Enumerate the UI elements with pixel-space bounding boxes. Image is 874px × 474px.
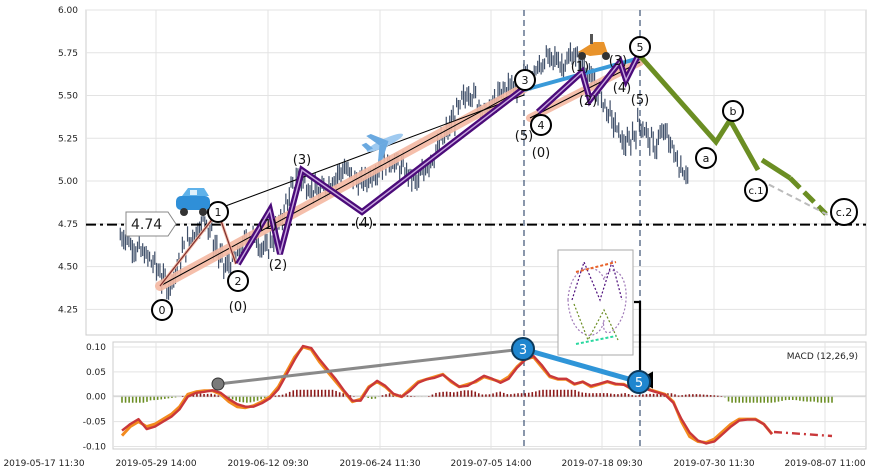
wave-1-circle <box>207 201 229 223</box>
wave-label-a: a <box>703 152 710 165</box>
macd-title: MACD (12,26,9) <box>787 352 858 362</box>
wave-2-circle <box>227 270 249 292</box>
wave-label-3: 3 <box>522 74 529 87</box>
wave-label-b: b <box>730 105 737 118</box>
wave-label-4: 4 <box>538 119 545 132</box>
wave-label-paren-4-b: (4) <box>613 81 631 96</box>
wave-label-paren-3: (3) <box>293 153 311 168</box>
price-y-tick-label: 6.00 <box>58 6 78 16</box>
price-y-tick-label: 4.25 <box>58 305 78 315</box>
x-tick-label: 2019-06-24 11:30 <box>339 459 420 469</box>
price-y-ticks: 4.25 4.50 4.75 5.00 5.25 5.50 5.75 6.00 <box>58 6 78 315</box>
macd-wave-3-label: 3 <box>519 343 527 358</box>
wave-label-paren-2: (2) <box>269 258 287 273</box>
macd-wave-5-circle <box>627 370 651 394</box>
price-y-tick-label: 5.25 <box>58 134 78 144</box>
wave-label-paren-3-b: (3) <box>609 54 627 69</box>
macd-y-tick-label: -0.10 <box>83 443 107 453</box>
current-price-tag: 4.74 <box>125 211 177 237</box>
macd-projection <box>773 430 833 438</box>
trend-line-lower <box>159 87 525 287</box>
wave-label-paren-4: (4) <box>355 216 373 231</box>
macd-signal-line <box>121 344 773 445</box>
scooter-icon <box>578 34 610 60</box>
minor-wave-purple-inner-2 <box>537 51 641 113</box>
macd-wave-3-circle <box>511 337 535 361</box>
wave-label-paren-2-b: (2) <box>579 94 597 109</box>
minor-wave-purple-inner <box>237 87 525 265</box>
price-y-tick-label: 5.00 <box>58 177 78 187</box>
wave-label-0: 0 <box>159 304 166 317</box>
airplane-icon <box>361 133 404 162</box>
wave-label-c1: c.1 <box>748 186 763 197</box>
correction-wave-green <box>638 54 761 172</box>
wave-label-2: 2 <box>235 275 242 288</box>
x-tick-label: 2019-07-05 14:00 <box>450 459 531 469</box>
wave-label-c2: c.2 <box>836 206 853 219</box>
projection-grey-dashed <box>759 179 835 219</box>
wave-labels: 0 (0) 1 2 (1) (2) (3) (4) 3 (5) 4 (0) (1… <box>151 36 858 321</box>
x-tick-label: 2019-08-07 11:00 <box>784 459 865 469</box>
car-icon <box>176 188 210 216</box>
macd-y-ticks: 0.10 0.05 0.00 -0.05 -0.10 <box>83 343 107 453</box>
macd-y-tick-label: 0.10 <box>86 343 106 353</box>
wave-label-paren-1: (1) <box>259 218 277 233</box>
price-panel <box>85 9 867 336</box>
price-y-tick-label: 4.50 <box>58 263 78 273</box>
wave-5-circle <box>629 36 651 58</box>
wave-a-circle <box>695 147 717 169</box>
wave-label-paren-0: (0) <box>229 300 247 315</box>
pattern-thumbnail <box>557 249 634 356</box>
current-price-label: 4.74 <box>131 217 162 233</box>
projection-green-dashed <box>788 176 828 216</box>
trend-line-upper <box>203 94 525 215</box>
wave-label-paren-1-b: (1) <box>571 60 589 75</box>
wave-label-paren-0-b: (0) <box>532 146 550 161</box>
x-tick-label: 2019-05-17 11:30 <box>3 459 84 469</box>
x-tick-label: 2019-07-18 09:30 <box>561 459 642 469</box>
macd-y-tick-label: 0.05 <box>86 368 106 378</box>
wave-label-5: 5 <box>637 41 644 54</box>
price-y-tick-label: 5.50 <box>58 92 78 102</box>
macd-y-tick-label: -0.05 <box>83 418 106 428</box>
macd-divergence-grey <box>217 347 524 386</box>
wave-label-paren-5-b: (5) <box>631 93 649 108</box>
pointer-arrow <box>634 300 654 389</box>
macd-y-tick-label: 0.00 <box>86 393 106 403</box>
wave-4-circle <box>530 114 552 136</box>
wave-label-1: 1 <box>215 206 222 219</box>
macd-divergence-start <box>211 377 225 391</box>
x-tick-label: 2019-07-30 11:30 <box>673 459 754 469</box>
wave-3-circle <box>514 69 536 91</box>
wave-c2-circle <box>830 198 858 226</box>
macd-divergence-blue <box>522 346 640 385</box>
x-axis-ticks: 2019-05-17 11:30 2019-05-29 14:00 2019-06-… <box>3 459 865 469</box>
macd-wave-5-label: 5 <box>635 376 643 391</box>
wave-c1-circle <box>744 178 768 202</box>
correction-wave-green-extension <box>760 157 792 181</box>
wave-b-circle <box>722 100 744 122</box>
x-tick-label: 2019-05-29 14:00 <box>115 459 196 469</box>
price-y-tick-label: 4.75 <box>58 220 78 230</box>
wave-0-circle <box>151 299 173 321</box>
macd-histogram <box>121 389 833 403</box>
wave-label-paren-5: (5) <box>515 129 533 144</box>
price-y-tick-label: 5.75 <box>58 49 78 59</box>
x-tick-label: 2019-06-12 09:30 <box>227 459 308 469</box>
